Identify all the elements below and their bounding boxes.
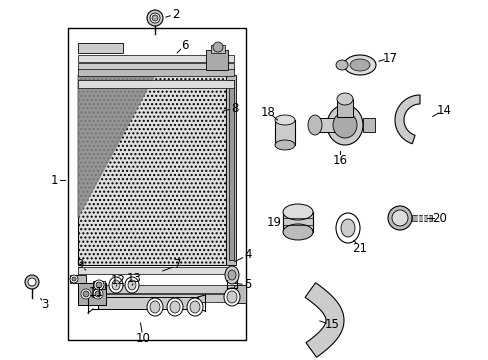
Ellipse shape: [125, 277, 139, 293]
Ellipse shape: [28, 278, 36, 286]
Bar: [78, 267, 234, 274]
Text: 7: 7: [174, 258, 182, 271]
Ellipse shape: [283, 224, 312, 240]
Text: 3: 3: [41, 298, 49, 311]
Bar: [78, 285, 234, 293]
Bar: [228, 80, 234, 260]
Ellipse shape: [349, 59, 369, 71]
Ellipse shape: [167, 298, 183, 316]
Ellipse shape: [224, 288, 240, 306]
Bar: [283, 212, 312, 232]
Ellipse shape: [186, 298, 203, 316]
Ellipse shape: [274, 115, 294, 125]
Ellipse shape: [147, 298, 163, 316]
Text: 12: 12: [110, 274, 125, 287]
Bar: [78, 63, 234, 70]
Text: 19: 19: [266, 216, 281, 229]
Ellipse shape: [112, 280, 120, 290]
Ellipse shape: [94, 280, 104, 290]
Ellipse shape: [227, 270, 236, 280]
Bar: [225, 75, 236, 265]
Text: 1: 1: [50, 174, 58, 186]
Bar: [93, 281, 105, 289]
Ellipse shape: [150, 301, 160, 313]
Bar: [274, 120, 294, 145]
Text: 20: 20: [432, 212, 447, 225]
Text: 17: 17: [382, 51, 397, 64]
Bar: [70, 275, 86, 283]
Bar: [210, 45, 224, 53]
Bar: [78, 283, 106, 305]
Ellipse shape: [170, 301, 180, 313]
Ellipse shape: [326, 105, 362, 145]
Text: 9: 9: [76, 258, 83, 271]
Text: 13: 13: [126, 271, 141, 284]
Bar: [78, 69, 234, 76]
Ellipse shape: [128, 280, 136, 290]
Ellipse shape: [283, 204, 312, 220]
Polygon shape: [78, 75, 155, 217]
Text: 14: 14: [436, 104, 450, 117]
Text: 18: 18: [260, 105, 275, 118]
Ellipse shape: [96, 282, 102, 288]
Bar: [78, 43, 123, 53]
Text: 5: 5: [244, 279, 251, 292]
Bar: [362, 118, 374, 132]
Bar: [78, 294, 234, 302]
Text: 15: 15: [324, 319, 339, 332]
Ellipse shape: [72, 277, 76, 281]
Text: 6: 6: [181, 39, 188, 51]
Ellipse shape: [81, 289, 91, 299]
Bar: [78, 75, 225, 265]
Ellipse shape: [391, 210, 407, 226]
Bar: [78, 55, 234, 62]
Text: 10: 10: [135, 332, 150, 345]
Ellipse shape: [147, 10, 163, 26]
Ellipse shape: [150, 13, 160, 23]
Ellipse shape: [332, 112, 356, 138]
Ellipse shape: [224, 266, 239, 284]
Ellipse shape: [307, 115, 321, 135]
Text: 21: 21: [352, 242, 367, 255]
Ellipse shape: [83, 291, 89, 297]
Ellipse shape: [335, 60, 347, 70]
Bar: [68, 28, 245, 340]
Ellipse shape: [387, 206, 411, 230]
Text: 8: 8: [231, 102, 238, 114]
Bar: [205, 50, 227, 70]
Bar: [98, 297, 198, 309]
Text: 2: 2: [172, 8, 180, 21]
Text: 16: 16: [332, 153, 347, 166]
Ellipse shape: [25, 275, 39, 289]
Bar: [234, 285, 245, 303]
Ellipse shape: [226, 291, 237, 303]
Ellipse shape: [213, 42, 223, 52]
Bar: [411, 215, 431, 221]
Bar: [78, 80, 234, 88]
Bar: [314, 118, 336, 132]
Text: 4: 4: [244, 248, 251, 261]
Ellipse shape: [335, 213, 359, 243]
Ellipse shape: [343, 55, 375, 75]
Bar: [336, 99, 352, 117]
Polygon shape: [394, 95, 419, 144]
Ellipse shape: [336, 93, 352, 105]
Ellipse shape: [93, 289, 103, 299]
Ellipse shape: [70, 275, 78, 283]
Ellipse shape: [95, 291, 101, 297]
Ellipse shape: [340, 219, 354, 237]
Text: 11: 11: [88, 285, 103, 298]
Ellipse shape: [152, 15, 158, 21]
Ellipse shape: [274, 140, 294, 150]
Polygon shape: [305, 283, 343, 357]
Ellipse shape: [109, 277, 123, 293]
Ellipse shape: [190, 301, 200, 313]
